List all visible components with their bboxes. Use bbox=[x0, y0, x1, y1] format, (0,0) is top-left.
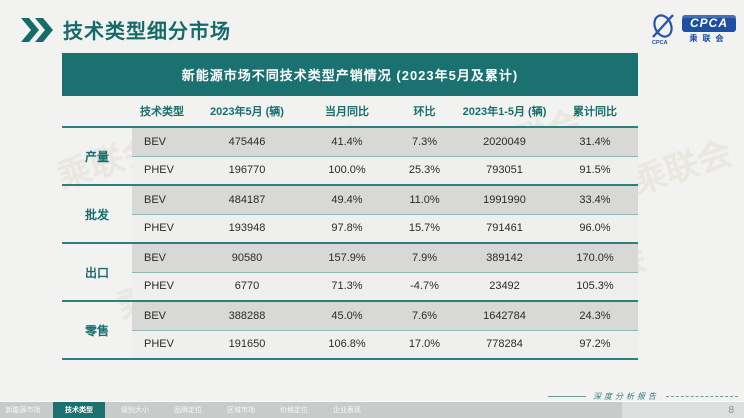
table-row: 出口 BEV 90580 157.9% 7.9% 389142 170.0% bbox=[62, 243, 638, 302]
cell-value: 11.0% bbox=[392, 185, 457, 215]
cell-value: 41.4% bbox=[302, 127, 392, 157]
col-header-ytd-yoy: 累计同比 bbox=[552, 96, 638, 128]
table-row: PHEV 191650 106.8% 17.0% 778284 97.2% bbox=[62, 330, 638, 360]
cell-value: 475446 bbox=[192, 127, 302, 157]
page-title: 技术类型细分市场 bbox=[63, 21, 231, 43]
cell-value: -4.7% bbox=[392, 272, 457, 302]
cell-value: 90580 bbox=[192, 243, 302, 273]
cell-tech: BEV bbox=[132, 301, 192, 331]
table-title-banner: 新能源市场不同技术类型产销情况 (2023年5月及累计) bbox=[62, 53, 638, 96]
table-row: 零售 BEV 388288 45.0% 7.6% 1642784 24.3% bbox=[62, 301, 638, 360]
cell-value: 388288 bbox=[192, 301, 302, 331]
footer-rule-left bbox=[548, 396, 586, 397]
bottom-nav-bar: 新能源市场 技术类型 级别大小 品牌定位 区域市场 价格定位 企业表现 bbox=[0, 401, 744, 418]
cell-value: 2020049 bbox=[457, 127, 552, 157]
cell-value: 15.7% bbox=[392, 214, 457, 244]
cell-value: 170.0% bbox=[552, 243, 638, 273]
col-header-tech-type: 技术类型 bbox=[132, 96, 192, 128]
cell-tech: PHEV bbox=[132, 272, 192, 302]
cell-tech: PHEV bbox=[132, 330, 192, 360]
cell-value: 105.3% bbox=[552, 272, 638, 302]
nav-tab-size-class[interactable]: 级别大小 bbox=[121, 407, 149, 414]
table-row: PHEV 6770 71.3% -4.7% 23492 105.3% bbox=[62, 272, 638, 302]
nav-tab-nev-market[interactable]: 新能源市场 bbox=[5, 407, 41, 414]
cpca-emblem-icon: CPCA bbox=[652, 14, 674, 45]
cpca-subtext: 乘联会 bbox=[689, 33, 729, 43]
cell-value: 389142 bbox=[457, 243, 552, 273]
cell-value: 7.3% bbox=[392, 127, 457, 157]
cell-value: 6770 bbox=[192, 272, 302, 302]
cell-value: 484187 bbox=[192, 185, 302, 215]
table-header-row: 技术类型 2023年5月 (辆) 当月同比 环比 2023年1-5月 (辆) 累… bbox=[62, 96, 638, 128]
cell-tech: BEV bbox=[132, 127, 192, 157]
nav-tab-company[interactable]: 企业表现 bbox=[333, 407, 361, 414]
cpca-acronym: CPCA bbox=[681, 14, 736, 32]
page-number: 8 bbox=[728, 405, 734, 416]
cell-value: 31.4% bbox=[552, 127, 638, 157]
cell-tech: PHEV bbox=[132, 156, 192, 186]
header-spacer bbox=[62, 96, 132, 128]
cell-value: 193948 bbox=[192, 214, 302, 244]
cell-value: 23492 bbox=[457, 272, 552, 302]
cell-tech: PHEV bbox=[132, 214, 192, 244]
header: 技术类型细分市场 bbox=[20, 15, 231, 44]
cell-value: 33.4% bbox=[552, 185, 638, 215]
report-footer: 深度分析报告 bbox=[548, 391, 738, 402]
nav-tab-brand[interactable]: 品牌定位 bbox=[174, 407, 202, 414]
cell-value: 1991990 bbox=[457, 185, 552, 215]
col-header-may-volume: 2023年5月 (辆) bbox=[192, 96, 302, 128]
cell-tech: BEV bbox=[132, 243, 192, 273]
group-label-retail: 零售 bbox=[62, 301, 132, 360]
table-row: PHEV 196770 100.0% 25.3% 793051 91.5% bbox=[62, 156, 638, 186]
cell-value: 1642784 bbox=[457, 301, 552, 331]
watermark: 乘联会 bbox=[627, 133, 737, 202]
group-label-wholesale: 批发 bbox=[62, 185, 132, 244]
cell-value: 100.0% bbox=[302, 156, 392, 186]
group-label-production: 产量 bbox=[62, 127, 132, 186]
bottom-bar-right bbox=[622, 401, 744, 418]
svg-text:CPCA: CPCA bbox=[652, 40, 668, 45]
cell-value: 793051 bbox=[457, 156, 552, 186]
nav-tab-region[interactable]: 区域市场 bbox=[227, 407, 255, 414]
footer-rule-right bbox=[666, 396, 738, 397]
cell-value: 97.8% bbox=[302, 214, 392, 244]
cell-value: 96.0% bbox=[552, 214, 638, 244]
cell-value: 25.3% bbox=[392, 156, 457, 186]
cell-value: 91.5% bbox=[552, 156, 638, 186]
col-header-ytd-volume: 2023年1-5月 (辆) bbox=[457, 96, 552, 128]
cell-value: 7.9% bbox=[392, 243, 457, 273]
cell-tech: BEV bbox=[132, 185, 192, 215]
nav-tab-tech-type[interactable]: 技术类型 bbox=[53, 402, 105, 418]
table-row: 批发 BEV 484187 49.4% 11.0% 1991990 33.4% bbox=[62, 185, 638, 244]
cell-value: 196770 bbox=[192, 156, 302, 186]
table-row: 产量 BEV 475446 41.4% 7.3% 2020049 31.4% bbox=[62, 127, 638, 186]
cpca-wordmark: CPCA 乘联会 bbox=[681, 14, 736, 44]
tech-type-table: 技术类型 2023年5月 (辆) 当月同比 环比 2023年1-5月 (辆) 累… bbox=[62, 96, 638, 360]
cell-value: 49.4% bbox=[302, 185, 392, 215]
col-header-mom: 环比 bbox=[392, 96, 457, 128]
cell-value: 24.3% bbox=[552, 301, 638, 331]
nav-tab-price[interactable]: 价格定位 bbox=[280, 407, 308, 414]
cell-value: 71.3% bbox=[302, 272, 392, 302]
cell-value: 106.8% bbox=[302, 330, 392, 360]
cell-value: 97.2% bbox=[552, 330, 638, 360]
cell-value: 7.6% bbox=[392, 301, 457, 331]
cell-value: 191650 bbox=[192, 330, 302, 360]
double-chevron-icon bbox=[21, 17, 53, 42]
cell-value: 157.9% bbox=[302, 243, 392, 273]
cpca-logo: CPCA CPCA 乘联会 bbox=[649, 13, 736, 45]
group-label-export: 出口 bbox=[62, 243, 132, 302]
cell-value: 45.0% bbox=[302, 301, 392, 331]
report-type-label: 深度分析报告 bbox=[593, 392, 659, 401]
col-header-yoy: 当月同比 bbox=[302, 96, 392, 128]
cell-value: 791461 bbox=[457, 214, 552, 244]
table-section: 新能源市场不同技术类型产销情况 (2023年5月及累计) 技术类型 2023年5… bbox=[62, 53, 638, 360]
cell-value: 17.0% bbox=[392, 330, 457, 360]
table-row: PHEV 193948 97.8% 15.7% 791461 96.0% bbox=[62, 214, 638, 244]
cell-value: 778284 bbox=[457, 330, 552, 360]
